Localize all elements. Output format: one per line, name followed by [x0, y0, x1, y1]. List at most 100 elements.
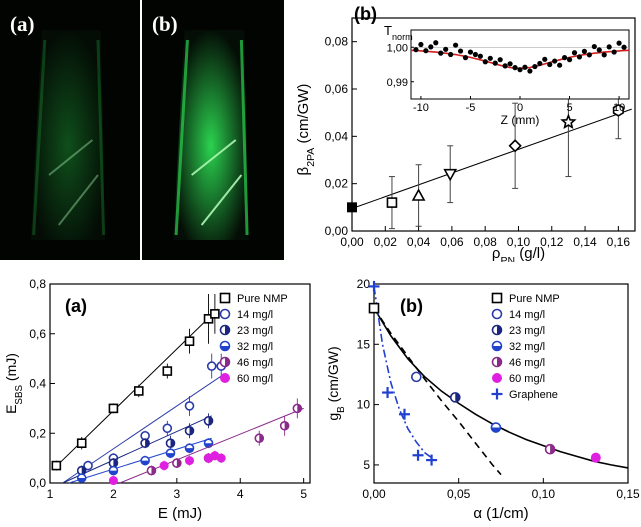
- laser-beam: [58, 174, 99, 226]
- legend-label: 14 mg/l: [237, 309, 273, 321]
- inset-data-point: [557, 62, 563, 68]
- fit-line: [351, 108, 632, 209]
- legend-label: 46 mg/l: [509, 357, 545, 369]
- y-axis-label-main: β: [295, 166, 312, 175]
- legend-label: 23 mg/l: [237, 325, 273, 337]
- inset-x-tick-label: 0: [517, 102, 523, 114]
- marker-diamond: [508, 139, 522, 153]
- series-46-mg/l: [544, 443, 556, 455]
- curve-dashdot: [373, 286, 434, 460]
- legend-label: 32 mg/l: [237, 341, 273, 353]
- inset-data-point: [487, 55, 493, 61]
- inset-data-point: [586, 52, 592, 58]
- marker-circle-half-fill: [497, 325, 502, 335]
- inset-data-point: [527, 68, 533, 74]
- y-axis-label-unit: (mJ): [3, 353, 19, 385]
- legend-label: Pure NMP: [509, 293, 560, 305]
- panel-label: (a): [65, 296, 87, 316]
- marker-circle: [83, 460, 93, 471]
- x-tick-label: 0,08: [473, 235, 497, 249]
- data-point: [411, 164, 426, 227]
- inset-data-point: [418, 41, 424, 48]
- marker-circle-filled: [159, 461, 169, 471]
- y-tick-label: 0,04: [325, 129, 349, 143]
- inset-data-point: [571, 50, 578, 56]
- inset-data-point: [561, 55, 568, 61]
- data-point: [398, 408, 410, 420]
- legend-entry: Graphene: [491, 388, 558, 401]
- data-point: [412, 449, 424, 461]
- legend-label: 60 mg/l: [237, 373, 273, 385]
- marker-circle-half-fill: [185, 448, 194, 453]
- cuvette-glow: [30, 30, 105, 240]
- data-point: [108, 465, 119, 476]
- x-tick-label: 1: [47, 487, 54, 501]
- series-pure-nmp: [51, 293, 220, 471]
- inset-data-point: [621, 44, 627, 50]
- y-tick-label: 0,4: [29, 377, 46, 391]
- y-tick-label: 0,08: [325, 35, 349, 49]
- marker-circle-half-fill: [113, 459, 118, 468]
- marker-circle: [206, 361, 217, 371]
- y-tick-label: 10: [357, 398, 371, 412]
- series-32-mg/l: [68, 437, 214, 484]
- inset-data-point: [566, 57, 573, 63]
- x-tick-label: 0,15: [616, 487, 640, 501]
- marker-circle-half-fill: [550, 444, 555, 454]
- marker-triangle-up: [411, 188, 426, 201]
- series-pure-nmp: [368, 302, 380, 314]
- data-point: [382, 387, 394, 399]
- marker-circle-half-fill: [497, 357, 502, 367]
- data-point: [216, 453, 226, 464]
- beta-vs-concentration-chart: 0,00 0,02 0,04 0,06 0,08 0,10 0,12 0,14 0,16 0,00…: [295, 4, 636, 262]
- y-tick-label: 0,02: [325, 177, 349, 191]
- x-axis-label: α (1/cm): [473, 505, 528, 522]
- cuvette-glow: [173, 30, 249, 240]
- marker-circle-half-fill: [297, 404, 302, 413]
- y-axis-label: ESBS (mJ): [3, 353, 25, 414]
- series-23-mg/l: [449, 392, 461, 403]
- data-point: [368, 302, 380, 314]
- y-axis-label-sub: B: [336, 406, 347, 413]
- x-tick-label: 0,12: [540, 235, 564, 249]
- legend-entry: 46 mg/l: [491, 356, 545, 369]
- inset-x-tick-label: 5: [566, 102, 572, 114]
- inset-data-point: [537, 60, 543, 67]
- inset-y-label: Tnorm: [384, 23, 413, 42]
- marker-circle-half-fill: [259, 434, 264, 443]
- data-point: [172, 458, 182, 469]
- marker-circle: [411, 371, 422, 383]
- marker-circle: [184, 401, 195, 411]
- data-point: [203, 413, 214, 429]
- marker-circle-half-fill: [81, 466, 86, 475]
- marker-circle: [219, 308, 231, 320]
- legend-label: 60 mg/l: [509, 373, 545, 385]
- panel-label: (b): [400, 296, 423, 316]
- inset-data-point: [492, 60, 498, 66]
- x-tick-label: 0,00: [362, 487, 386, 501]
- inset-data-point: [413, 47, 419, 53]
- inset-data-point: [606, 44, 612, 50]
- data-point: [347, 202, 357, 213]
- y-axis-label-sub: 2PA: [305, 148, 317, 167]
- inset-data-point: [428, 44, 434, 50]
- marker-circle-filled: [590, 452, 601, 463]
- inset-data-point: [452, 42, 459, 48]
- data-point: [490, 422, 502, 433]
- x-axis-label-unit: (g/l): [515, 245, 545, 262]
- inset-data-point: [457, 48, 464, 54]
- x-tick-label: 0,16: [607, 235, 631, 249]
- marker-circle-half-fill: [141, 460, 150, 465]
- inset-data-point: [433, 40, 439, 46]
- marker-circle-half-fill: [208, 416, 213, 425]
- x-tick-label: 3: [173, 487, 180, 501]
- laser-beam: [48, 139, 94, 176]
- legend-entry: 60 mg/l: [220, 373, 273, 385]
- y-tick-label: 0,2: [29, 426, 46, 440]
- legend-entry: 23 mg/l: [219, 324, 273, 337]
- photo-a: (a): [0, 0, 140, 260]
- marker-circle-half-fill: [220, 346, 230, 351]
- data-point: [184, 395, 195, 416]
- legend-label: Pure NMP: [237, 293, 288, 305]
- data-point: [76, 473, 87, 483]
